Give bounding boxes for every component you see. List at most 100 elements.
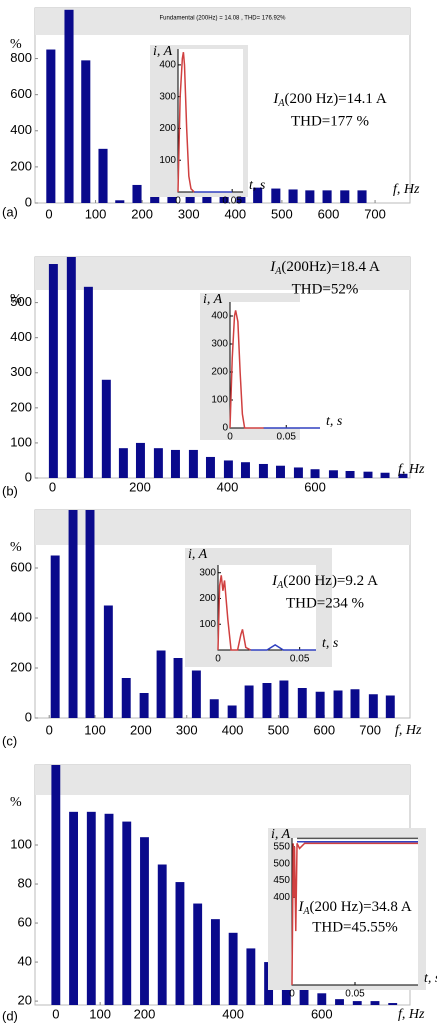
inset-plot [292, 838, 418, 985]
bar [271, 188, 281, 203]
y-tick-label: 0 [25, 469, 32, 484]
y-axis-label: % [10, 37, 22, 52]
x-tick-label: 0 [45, 206, 52, 221]
bar [315, 691, 325, 718]
chart-title: Fundamental (200Hz) = 14.08 , THD= 176.9… [160, 16, 287, 22]
x-tick-label: 400 [224, 206, 246, 221]
x-tick-label: 0 [49, 479, 56, 494]
bar [156, 650, 166, 718]
bar [135, 442, 145, 478]
x-tick-label: 600 [313, 722, 335, 737]
x-tick-label: 600 [311, 1006, 333, 1021]
bar [140, 837, 149, 1005]
bar [370, 1001, 380, 1005]
x-tick-label: 200 [131, 206, 153, 221]
inset-y-tick-label: 450 [273, 875, 290, 886]
annotation-text: (200 Hz)=9.2 A [283, 573, 378, 589]
x-tick-label: 400 [222, 722, 244, 737]
bar [310, 469, 320, 478]
inset-plot [178, 49, 243, 192]
inset-y-label: i, A [188, 547, 208, 562]
x-tick-label: 600 [304, 479, 326, 494]
x-tick-label: 500 [271, 206, 293, 221]
x-tick-label: 100 [85, 206, 107, 221]
inset-x-tick-label: 0.05 [345, 989, 365, 1000]
bar [258, 463, 268, 478]
annotation: IA(200 Hz)=14.1 A [272, 91, 386, 109]
y-tick-label: 200 [10, 158, 32, 173]
x-tick-label: 200 [134, 1006, 156, 1021]
bar [345, 470, 355, 478]
y-tick-label: 40 [18, 954, 32, 969]
inset-y-tick-label: 300 [159, 91, 176, 102]
x-tick-label: 700 [359, 722, 381, 737]
inset-line [250, 643, 316, 651]
x-axis-label: f, Hz [398, 1007, 425, 1022]
x-tick-label: 100 [89, 1006, 111, 1021]
inset-x-tick-label: 0 [215, 654, 221, 665]
panel-label: (b) [2, 483, 18, 498]
inset-x-tick-label: 0 [289, 989, 295, 1000]
y-tick-label: 500 [10, 294, 32, 309]
bar [101, 379, 111, 478]
inset-y-tick-label: 100 [199, 619, 216, 630]
annotation-subscript: A [302, 906, 310, 917]
annotation-text: (200 Hz)=14.1 A [284, 91, 386, 107]
bar [352, 1001, 362, 1005]
inset-x-label: t, s [249, 178, 266, 193]
bar [48, 264, 58, 478]
bar [275, 465, 285, 478]
bar [83, 286, 93, 478]
x-tick-label: 400 [222, 1006, 244, 1021]
x-tick-label: 700 [364, 206, 386, 221]
panel-label: (c) [2, 733, 17, 748]
bar [132, 184, 142, 203]
annotation-subscript: A [276, 580, 284, 591]
y-tick-label: 400 [10, 122, 32, 137]
inset-x-tick-label: 0.05 [222, 196, 242, 207]
bar [305, 190, 315, 203]
bar [388, 1003, 398, 1005]
x-tick-label: 300 [178, 206, 200, 221]
bar [50, 555, 60, 718]
bar [104, 813, 114, 1005]
bar [115, 200, 125, 203]
bar [288, 189, 298, 203]
bar [69, 811, 78, 1005]
y-axis-label: % [10, 540, 22, 555]
y-tick-label: 60 [18, 914, 32, 929]
inset-x-tick-label: 0.05 [277, 432, 297, 443]
inset-plot [230, 302, 320, 428]
annotation-thd: THD=52% [292, 281, 359, 297]
bar [81, 60, 91, 203]
x-tick-label: 400 [217, 479, 239, 494]
bar [167, 193, 177, 203]
inset-line [291, 842, 418, 986]
y-axis-label: % [10, 795, 22, 810]
bar [175, 882, 185, 1005]
bar [173, 658, 183, 718]
inset-x-label: t, s [326, 414, 343, 429]
x-tick-label: 200 [130, 722, 152, 737]
bar [121, 678, 131, 718]
inset-y-tick-label: 200 [159, 123, 176, 134]
inset-y-tick-label: 500 [273, 858, 290, 869]
x-tick-label: 300 [176, 722, 198, 737]
bar [279, 680, 289, 718]
y-tick-label: 0 [25, 709, 32, 724]
inset-y-tick-label: 550 [273, 841, 290, 852]
x-tick-label: 0 [46, 722, 53, 737]
plot-header [35, 765, 410, 795]
bar [333, 690, 343, 718]
bar [350, 689, 360, 718]
y-tick-label: 600 [10, 86, 32, 101]
bar [227, 705, 237, 718]
annotation-symbol: I [269, 259, 276, 275]
x-tick-label: 600 [318, 206, 340, 221]
bar [170, 449, 180, 478]
x-tick-label: 0 [52, 1006, 59, 1021]
bar [262, 683, 272, 718]
bar [297, 688, 307, 718]
annotation-text: (200 Hz)=34.8 A [309, 899, 411, 915]
